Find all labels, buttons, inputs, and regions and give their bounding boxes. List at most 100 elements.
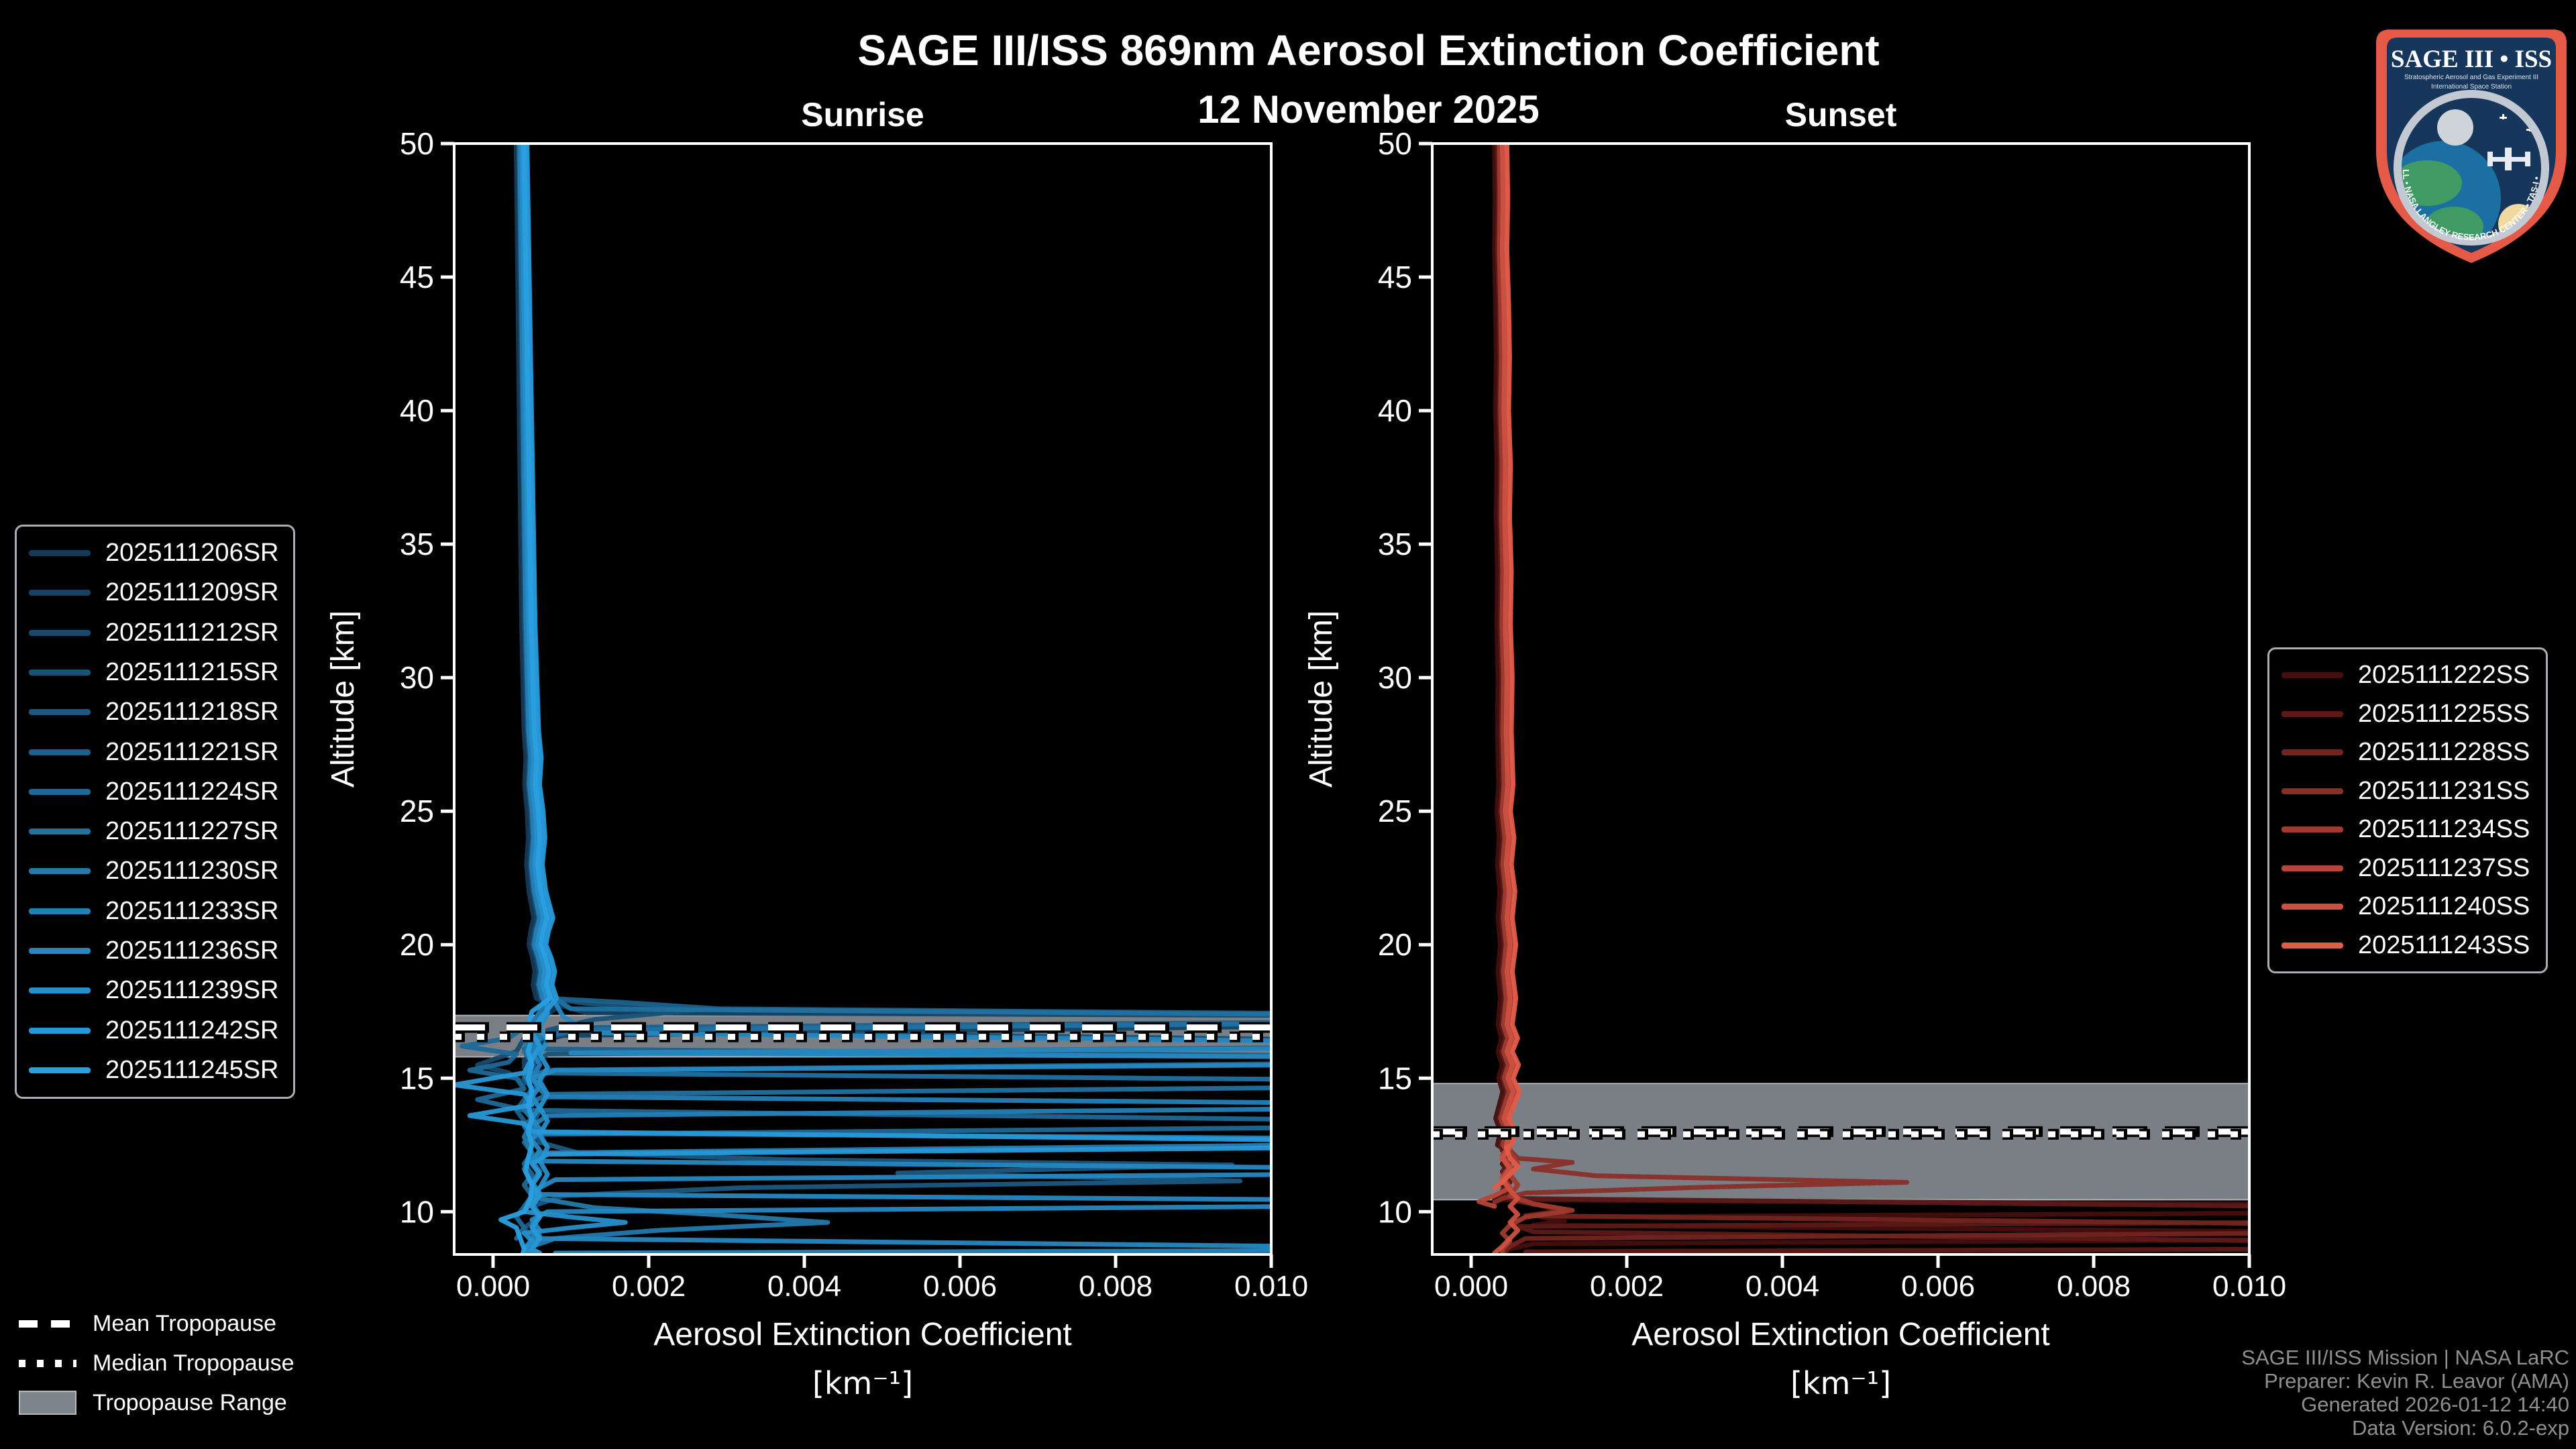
legend-item: 2025111209SR <box>29 578 281 607</box>
dashed-line-sample <box>19 1320 76 1328</box>
tropopause-legend: Mean Tropopause Median Tropopause Tropopau… <box>19 1309 294 1417</box>
legend-item-label: 2025111243SS <box>2358 930 2530 959</box>
profile-line <box>521 144 1243 1252</box>
legend-line-sample <box>2282 749 2343 756</box>
x-tick-label: 0.000 <box>456 1270 530 1303</box>
y-tick-label: 30 <box>400 660 434 695</box>
legend-item-label: 2025111225SS <box>2358 699 2530 728</box>
logo-earth-land <box>2402 160 2462 206</box>
x-tick-label: 0.008 <box>1079 1270 1152 1303</box>
y-tick-label: 40 <box>400 393 434 428</box>
x-axis-label: Aerosol Extinction Coefficient <box>653 1317 1071 1352</box>
legend-item-label: 2025111230SR <box>105 857 279 885</box>
profile-line <box>514 144 1271 1124</box>
x-tick-label: 0.004 <box>1746 1270 1819 1303</box>
panel-title-sunset: Sunset <box>1784 96 1897 133</box>
legend-line-sample <box>29 987 91 994</box>
legend-item: 2025111237SS <box>2282 854 2534 883</box>
legend-item: 2025111230SR <box>29 857 281 885</box>
legend-line-sample <box>29 590 91 596</box>
legend-line-sample <box>29 1067 91 1073</box>
logo-moon <box>2437 109 2473 146</box>
legend-item: 2025111215SR <box>29 658 281 687</box>
legend-line-sample <box>29 908 91 914</box>
legend-item-label: 2025111212SR <box>105 618 279 647</box>
y-tick-label: 20 <box>400 927 434 962</box>
sunset-legend: 2025111222SS 2025111225SS 2025111228SS 2025… <box>2267 647 2548 973</box>
legend-item-label: 2025111236SR <box>105 936 279 965</box>
profile-line <box>1492 144 1910 1205</box>
band-line-sample <box>19 1391 76 1415</box>
tropopause-legend-item: Mean Tropopause <box>19 1309 294 1338</box>
legend-item-label: 2025111234SS <box>2358 815 2530 844</box>
tropopause-legend-label: Median Tropopause <box>93 1350 294 1376</box>
profile-line <box>1497 144 1575 1254</box>
x-tick-label: 0.000 <box>1434 1270 1508 1303</box>
legend-item: 2025111225SS <box>2282 700 2534 729</box>
x-axis-label: Aerosol Extinction Coefficient <box>1631 1317 2049 1352</box>
plot-area-sunrise <box>454 144 1271 1254</box>
legend-item: 2025111234SS <box>2282 815 2534 844</box>
x-tick-label: 0.010 <box>1234 1270 1308 1303</box>
legend-item-label: 2025111222SS <box>2358 661 2530 690</box>
profile-line <box>521 144 830 1254</box>
profile-line <box>454 144 1271 1254</box>
y-axis-label: Altitude [km] <box>325 610 361 788</box>
x-axis-units-label: [km⁻¹] <box>1790 1365 1891 1401</box>
profile-line <box>520 144 1271 1083</box>
legend-line-sample <box>2282 710 2343 717</box>
y-tick-label: 25 <box>400 794 434 828</box>
legend-line-sample <box>29 629 91 636</box>
y-tick-label: 15 <box>1378 1061 1412 1095</box>
legend-line-sample <box>29 550 91 557</box>
legend-line-sample <box>29 669 91 676</box>
logo-orbit-ring <box>2394 90 2549 246</box>
page-title: SAGE III/ISS 869nm Aerosol Extinction Co… <box>857 26 1880 74</box>
legend-line-sample <box>29 828 91 835</box>
legend-item-label: 2025111218SR <box>105 698 279 727</box>
y-tick-label: 15 <box>400 1061 434 1095</box>
y-tick-label: 20 <box>1378 927 1412 962</box>
footer-credits: SAGE III/ISS Mission | NASA LaRC Preparer… <box>2241 1346 2569 1440</box>
x-tick-label: 0.010 <box>2212 1270 2286 1303</box>
tropopause-legend-label: Mean Tropopause <box>93 1310 277 1336</box>
legend-item-label: 2025111209SR <box>105 578 279 607</box>
y-tick-label: 45 <box>400 260 434 294</box>
profile-line <box>521 144 1271 1140</box>
footer-line: Data Version: 6.0.2-exp <box>2352 1416 2569 1440</box>
legend-line-sample <box>2282 826 2343 833</box>
legend-item: 2025111227SR <box>29 817 281 846</box>
plot-area-sunset <box>1432 144 2249 1254</box>
legend-item-label: 2025111233SR <box>105 896 279 925</box>
legend-line-sample <box>2282 865 2343 871</box>
legend-item: 2025111242SR <box>29 1016 281 1045</box>
legend-item-label: 2025111242SR <box>105 1016 279 1044</box>
legend-item-label: 2025111215SR <box>105 657 279 686</box>
axes-box <box>453 142 1273 1256</box>
profile-line <box>517 144 1271 1254</box>
legend-line-sample <box>29 868 91 875</box>
legend-line-sample <box>29 947 91 954</box>
tropopause-legend-label: Tropopause Range <box>93 1389 287 1415</box>
legend-item: 2025111212SR <box>29 619 281 647</box>
legend-item: 2025111239SR <box>29 976 281 1005</box>
legend-line-sample <box>2282 942 2343 949</box>
y-tick-label: 30 <box>1378 660 1412 695</box>
axes-box <box>1431 142 2251 1256</box>
logo-subtitle-1: Stratospheric Aerosol and Gas Experiment… <box>2404 74 2538 81</box>
x-tick-label: 0.002 <box>1590 1270 1664 1303</box>
footer-line: Preparer: Kevin R. Leavor (AMA) <box>2264 1369 2569 1393</box>
legend-line-sample <box>2282 904 2343 910</box>
y-tick-label: 10 <box>400 1194 434 1229</box>
legend-line-sample <box>29 709 91 716</box>
x-tick-label: 0.004 <box>767 1270 841 1303</box>
sunrise-legend: 2025111206SR 2025111209SR 2025111212SR 2025… <box>15 525 295 1099</box>
y-tick-label: 45 <box>1378 260 1412 294</box>
x-tick-label: 0.006 <box>1901 1270 1975 1303</box>
profile-line <box>1492 144 1522 1190</box>
x-axis-units-label: [km⁻¹] <box>812 1365 913 1401</box>
legend-line-sample <box>29 749 91 755</box>
profile-line <box>498 144 553 1254</box>
legend-item: 2025111218SR <box>29 698 281 727</box>
